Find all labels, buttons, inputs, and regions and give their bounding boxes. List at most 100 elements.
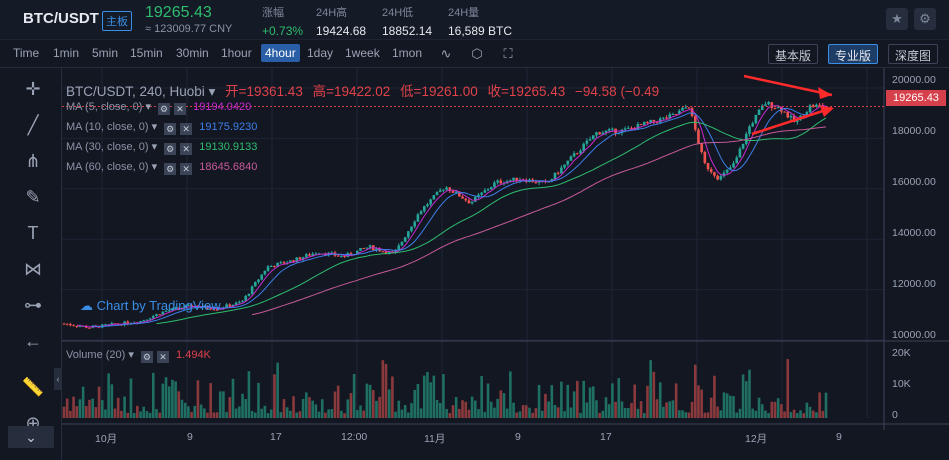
volume-bar [754,410,758,418]
tf-time[interactable]: Time [13,46,40,60]
volume-bar [799,410,802,418]
volume-bar [110,384,114,418]
volume-bar [623,407,627,418]
cny-price: ≈ 123009.77 CNY [145,23,233,35]
tf-1min[interactable]: 1min [53,46,80,60]
candle [209,308,212,310]
candle [805,112,809,117]
volume-bar [253,412,257,418]
candle [738,148,742,158]
brush-icon[interactable]: ✎ [25,187,41,207]
settings-icon[interactable]: ⬡ [471,46,483,61]
volume-bar [646,385,649,418]
crosshair-icon[interactable]: ✛ [25,79,41,99]
volume-bar [311,400,314,418]
tf-4hour[interactable]: 4hour [261,44,300,62]
candle [301,257,305,260]
volume-bar [719,410,723,418]
indicator-icon[interactable]: ∿ [440,46,452,61]
volume-bar [305,392,308,418]
ma10-close-icon[interactable]: ✕ [180,123,193,135]
timeframe-toolbar: Time 1min 5min 15min 30min 1hour 4hour 1… [0,40,949,68]
tf-1week[interactable]: 1week [345,46,380,60]
volume-close-icon[interactable]: ✕ [156,351,169,363]
pair-title[interactable]: BTC/USDT [23,10,99,27]
tf-1hour[interactable]: 1hour [221,46,252,60]
volume-bar [821,410,825,418]
volume-bar [403,405,407,418]
star-icon[interactable]: ★ [886,8,908,30]
volume-bar [435,399,439,418]
volume-bar [604,397,608,418]
ma10-settings-icon[interactable]: ⚙ [164,123,177,135]
volume-bar [693,364,697,418]
volume-bar [438,402,442,418]
tf-1mon[interactable]: 1mon [392,46,423,60]
ma5-dropdown-icon[interactable]: ▾ [145,101,152,113]
volume-bar [630,402,633,418]
candle [595,132,598,136]
tradingview-watermark[interactable]: ☁ Chart by TradingView [80,298,221,314]
symbol-line[interactable]: BTC/USDT, 240, Huobi [66,84,205,99]
volume-dropdown-icon[interactable]: ▾ [128,349,134,361]
fullscreen-icon[interactable]: ⛶ [503,46,513,61]
tf-5min[interactable]: 5min [92,46,119,60]
trendline-icon[interactable]: ╱ [27,115,39,135]
back-arrow-icon[interactable]: ← [24,331,42,351]
volume-bar [655,399,659,418]
volume-bar [202,408,206,418]
ma60-dropdown-icon[interactable]: ▾ [151,161,158,173]
ma60-settings-icon[interactable]: ⚙ [164,163,177,175]
high-value: 19424.68 [316,24,367,38]
tf-30min[interactable]: 30min [176,46,209,60]
volume-bar [336,385,340,418]
volume-bar [700,389,703,418]
volume-bar [668,401,672,418]
candle [681,107,684,111]
volume-bar [665,402,668,418]
pattern-icon[interactable]: ⋈ [24,259,42,279]
volume-bar [658,382,662,418]
volume-bar [796,413,799,418]
x-tick: 9 [187,431,193,443]
view-basic-button[interactable]: 基本版 [768,44,819,64]
measure-icon[interactable]: ⊶ [24,295,42,315]
volume-bar [416,384,420,418]
toolbar-collapse-side[interactable]: ‹ [54,368,62,390]
volume-bar [764,410,767,418]
tf-15min[interactable]: 15min [130,46,163,60]
ma5-close-icon[interactable]: ✕ [174,103,187,115]
ma30-dropdown-icon[interactable]: ▾ [151,141,158,153]
chevron-down-icon[interactable]: ⌄ [8,426,54,448]
ma60-close-icon[interactable]: ✕ [180,163,193,175]
ruler-icon[interactable]: 📏 [21,377,45,397]
text-icon[interactable]: T [27,223,39,243]
candle [381,251,385,253]
ma30-settings-icon[interactable]: ⚙ [164,143,177,155]
view-depth-button[interactable]: 深度图 [888,44,939,64]
candle [470,201,474,204]
x-tick: 9 [836,431,842,443]
symbol-dropdown-icon[interactable]: ▾ [208,84,216,99]
volume-bar [410,403,413,418]
volume-settings-icon[interactable]: ⚙ [140,351,153,363]
candle [171,308,174,311]
ma30-close-icon[interactable]: ✕ [180,143,193,155]
candle [151,316,155,319]
volume-bar [662,406,665,418]
ma5-settings-icon[interactable]: ⚙ [158,103,171,115]
pitchfork-icon[interactable]: ⋔ [25,151,41,171]
volume-y-tick: 0 [892,409,898,421]
candle [563,164,566,168]
volume-bar [362,410,365,418]
gear-icon[interactable]: ⚙ [914,8,936,30]
view-pro-button[interactable]: 专业版 [828,44,879,64]
tf-1day[interactable]: 1day [307,46,334,60]
cloud-icon: ☁ [80,298,93,313]
volume-bar [231,378,235,418]
ma10-dropdown-icon[interactable]: ▾ [151,121,158,133]
price-chart[interactable] [62,68,949,460]
ma60-value: 18645.6840 [199,161,258,173]
volume-bar [228,397,232,418]
volume-bar [776,398,780,418]
